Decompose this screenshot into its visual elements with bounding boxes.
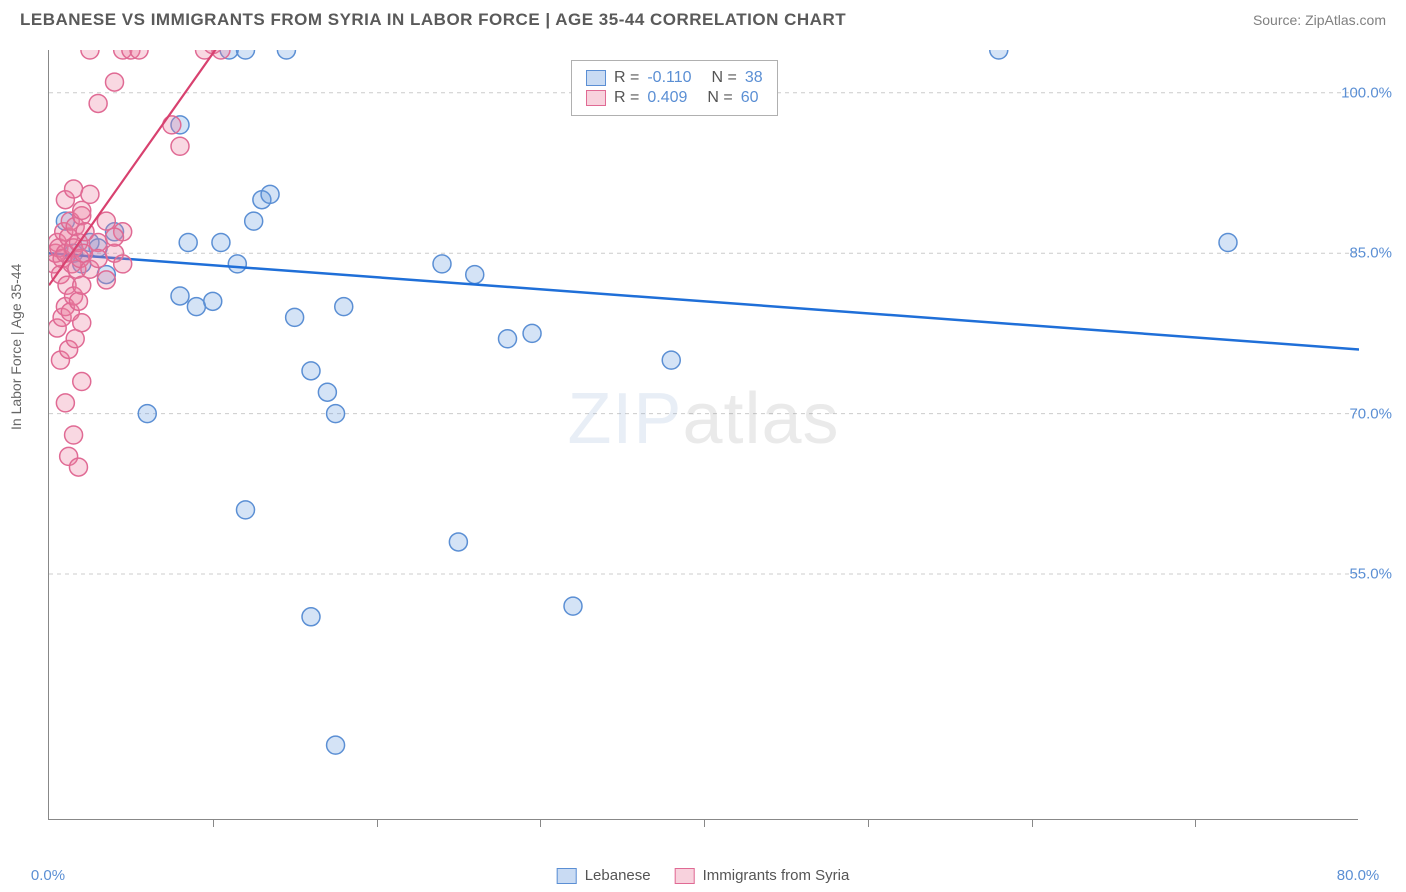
x-tick-label: 0.0%: [31, 867, 65, 884]
stats-row: R = 0.409 N = 60: [586, 89, 763, 107]
stat-label: N =: [712, 69, 737, 87]
y-tick-label: 70.0%: [1349, 405, 1392, 422]
x-tick-label: 80.0%: [1337, 867, 1380, 884]
stats-legend-box: R = -0.110 N = 38 R = 0.409 N = 60: [571, 60, 778, 116]
source-label: Source: ZipAtlas.com: [1253, 12, 1386, 28]
y-tick-label: 85.0%: [1349, 245, 1392, 262]
stat-label: R =: [614, 89, 639, 107]
stat-label: N =: [707, 89, 732, 107]
swatch-pink-icon: [586, 90, 606, 106]
legend-label: Lebanese: [585, 867, 651, 884]
stats-row: R = -0.110 N = 38: [586, 69, 763, 87]
stat-label: R =: [614, 69, 639, 87]
stat-n-value: 38: [745, 69, 763, 87]
swatch-blue-icon: [586, 70, 606, 86]
chart-title: LEBANESE VS IMMIGRANTS FROM SYRIA IN LAB…: [20, 10, 846, 30]
swatch-blue-icon: [557, 868, 577, 884]
swatch-pink-icon: [675, 868, 695, 884]
y-axis-label: In Labor Force | Age 35-44: [8, 264, 24, 430]
legend-item: Lebanese: [557, 867, 651, 884]
legend-item: Immigrants from Syria: [675, 867, 850, 884]
stat-n-value: 60: [741, 89, 759, 107]
stat-r-value: 0.409: [647, 89, 687, 107]
stat-r-value: -0.110: [647, 69, 691, 87]
y-tick-label: 55.0%: [1349, 566, 1392, 583]
legend-label: Immigrants from Syria: [703, 867, 850, 884]
bottom-legend: Lebanese Immigrants from Syria: [557, 867, 850, 884]
chart-plot-area: ZIPatlas R = -0.110 N = 38 R = 0.409 N =…: [48, 50, 1358, 820]
scatter-svg: [49, 50, 1359, 820]
y-tick-label: 100.0%: [1341, 84, 1392, 101]
